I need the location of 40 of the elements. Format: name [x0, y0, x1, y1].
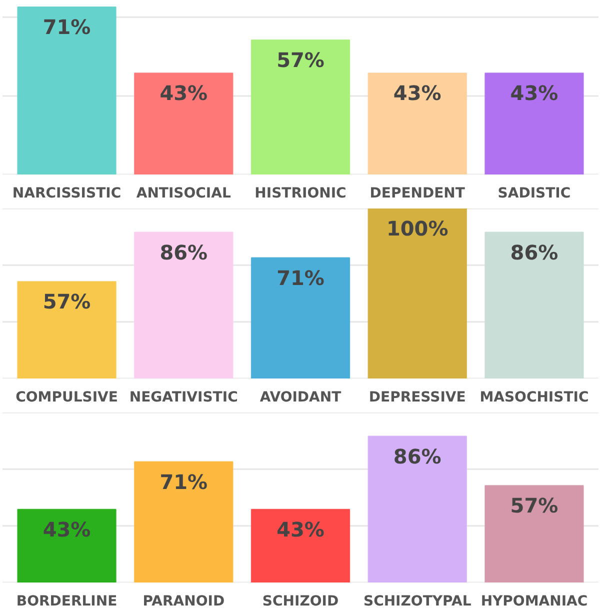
x-tick-label: NARCISSISTIC — [12, 186, 122, 202]
x-tick-label: SCHIZOID — [262, 594, 339, 610]
bar — [250, 508, 350, 582]
bar — [484, 232, 584, 378]
data-label: 71% — [42, 15, 91, 40]
x-tick-label: SADISTIC — [498, 186, 571, 202]
data-label: 86% — [510, 240, 558, 264]
data-label: 43% — [42, 517, 91, 542]
x-tick-label: NEGATIVISTIC — [129, 390, 238, 406]
bar — [17, 508, 116, 582]
x-tick-label: SCHIZOTYPAL — [363, 594, 472, 610]
bar — [368, 208, 467, 378]
bar — [134, 232, 234, 378]
data-label: 57% — [276, 48, 324, 72]
x-tick-label: HYPOMANIAC — [480, 594, 588, 610]
x-tick-label: PARANOID — [142, 594, 225, 610]
data-label: 43% — [276, 517, 324, 542]
data-label: 57% — [510, 494, 558, 518]
data-label: 100% — [386, 216, 448, 240]
data-label: 43% — [510, 81, 558, 106]
data-label: 71% — [160, 470, 208, 494]
bar — [17, 281, 116, 378]
data-label: 43% — [160, 81, 208, 106]
x-tick-label: AVOIDANT — [260, 390, 342, 406]
bar — [250, 257, 350, 378]
x-tick-label: ANTISOCIAL — [136, 186, 231, 202]
bar — [368, 436, 467, 582]
x-tick-label: COMPULSIVE — [16, 390, 118, 406]
data-label: 86% — [160, 240, 208, 264]
data-label: 71% — [276, 266, 324, 290]
data-label: 43% — [393, 81, 442, 106]
x-tick-label: HISTRIONIC — [254, 186, 346, 202]
data-label: 86% — [393, 444, 442, 468]
x-tick-label: DEPRESSIVE — [368, 390, 466, 406]
data-label: 57% — [42, 290, 91, 314]
x-tick-label: DEPENDENT — [370, 186, 466, 202]
bar — [484, 485, 584, 582]
x-tick-label: MASOCHISTIC — [480, 390, 589, 406]
x-tick-label: BORDERLINE — [16, 594, 118, 610]
bar — [134, 461, 234, 582]
